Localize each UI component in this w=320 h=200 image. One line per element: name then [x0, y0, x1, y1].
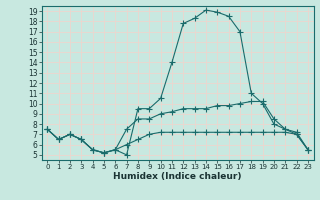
X-axis label: Humidex (Indice chaleur): Humidex (Indice chaleur)	[113, 172, 242, 181]
